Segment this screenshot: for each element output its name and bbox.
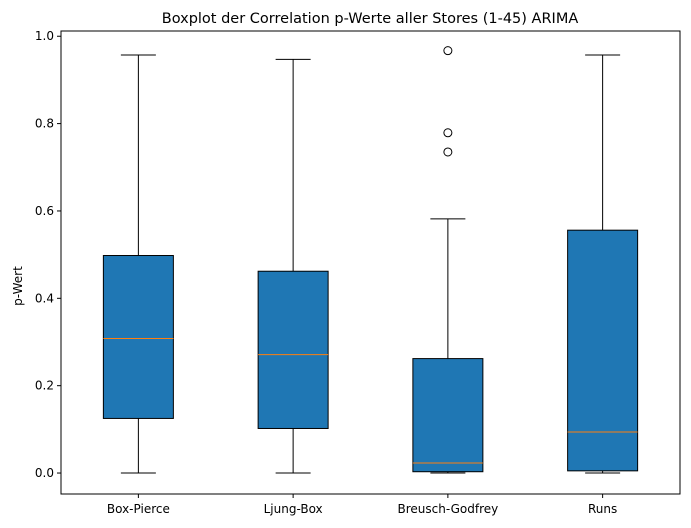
x-tick-label: Breusch-Godfrey <box>397 502 498 516</box>
y-tick-label: 1.0 <box>35 29 54 43</box>
plot-area: 0.0 0.2 0.4 0.6 0.8 1.0 Box-Pierce Ljung-Box Bre… <box>35 29 639 516</box>
box-iqr <box>257 270 329 429</box>
outlier-point <box>443 147 453 157</box>
outlier-point <box>443 128 453 138</box>
chart-title: Boxplot der Correlation p-Werte aller St… <box>162 11 579 27</box>
outlier-point <box>443 46 453 56</box>
y-tick-label: 0.8 <box>35 117 54 131</box>
box-iqr <box>102 255 174 419</box>
box-iqr <box>567 229 639 472</box>
box-iqr <box>412 358 484 473</box>
y-tick-label: 0.2 <box>35 379 54 393</box>
y-tick-label: 0.4 <box>35 291 54 305</box>
x-tick-label: Runs <box>588 502 617 516</box>
plot-frame <box>60 30 681 495</box>
x-tick-label: Ljung-Box <box>264 502 323 516</box>
x-tick-label: Box-Pierce <box>107 502 170 516</box>
y-tick-label: 0.6 <box>35 204 54 218</box>
y-axis-label: p-Wert <box>11 266 25 306</box>
y-tick-label: 0.0 <box>35 466 54 480</box>
